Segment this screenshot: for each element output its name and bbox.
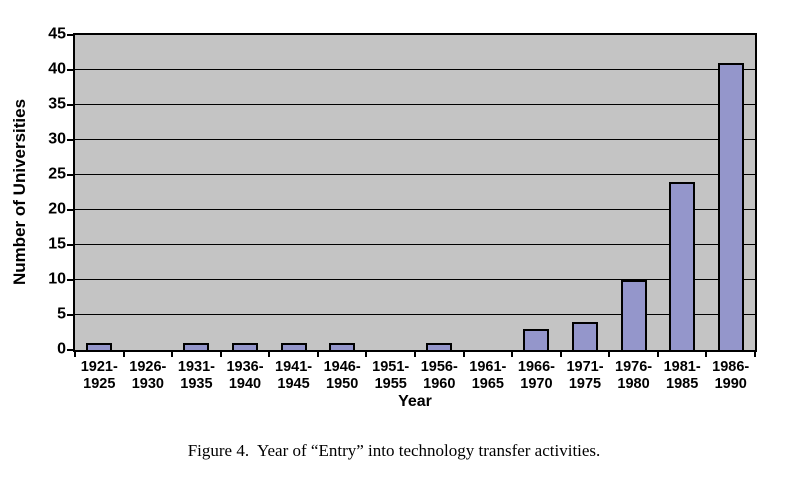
x-tick-label-1981-1985: 1981- 1985 bbox=[663, 359, 701, 392]
x-tick-label-1971-1975: 1971- 1975 bbox=[566, 359, 604, 392]
y-tick-label-40: 40 bbox=[48, 60, 66, 78]
bar-1921-1925 bbox=[86, 343, 113, 350]
gridline-25 bbox=[75, 174, 755, 175]
x-tick-label-1976-1980: 1976- 1980 bbox=[615, 359, 653, 392]
y-tick-mark bbox=[67, 209, 73, 211]
figure-caption: Figure 4. Year of “Entry” into technolog… bbox=[187, 441, 601, 460]
x-tick-label-1956-1960: 1956- 1960 bbox=[420, 359, 458, 392]
x-tick-mark bbox=[171, 352, 173, 357]
y-tick-label-30: 30 bbox=[48, 130, 66, 148]
x-tick-mark bbox=[220, 352, 222, 357]
gridline-15 bbox=[75, 244, 755, 245]
y-tick-mark bbox=[67, 174, 73, 176]
x-tick-label-1921-1925: 1921- 1925 bbox=[80, 359, 118, 392]
x-tick-mark bbox=[74, 352, 76, 357]
plot-area bbox=[73, 33, 757, 352]
bar-1966-1970 bbox=[523, 329, 550, 350]
x-tick-mark bbox=[463, 352, 465, 357]
x-tick-mark bbox=[123, 352, 125, 357]
x-tick-mark bbox=[560, 352, 562, 357]
y-tick-mark bbox=[67, 349, 73, 351]
x-tick-label-1951-1955: 1951- 1955 bbox=[372, 359, 410, 392]
x-tick-label-1986-1990: 1986- 1990 bbox=[712, 359, 750, 392]
x-tick-mark bbox=[365, 352, 367, 357]
x-tick-mark bbox=[317, 352, 319, 357]
x-tick-mark bbox=[268, 352, 270, 357]
x-axis-title: Year bbox=[398, 393, 432, 410]
x-tick-label-1946-1950: 1946- 1950 bbox=[323, 359, 361, 392]
bar-1931-1935 bbox=[183, 343, 210, 350]
y-tick-mark bbox=[67, 279, 73, 281]
y-tick-label-0: 0 bbox=[57, 340, 66, 358]
y-tick-label-35: 35 bbox=[48, 95, 66, 113]
x-tick-label-1961-1965: 1961- 1965 bbox=[469, 359, 507, 392]
bar-1956-1960 bbox=[426, 343, 453, 350]
gridline-35 bbox=[75, 104, 755, 105]
x-tick-mark bbox=[705, 352, 707, 357]
y-tick-label-10: 10 bbox=[48, 270, 66, 288]
x-tick-mark bbox=[754, 352, 756, 357]
y-tick-mark bbox=[67, 139, 73, 141]
x-tick-mark bbox=[657, 352, 659, 357]
gridline-5 bbox=[75, 314, 755, 315]
gridline-10 bbox=[75, 279, 755, 280]
y-tick-mark bbox=[67, 104, 73, 106]
y-tick-label-15: 15 bbox=[48, 235, 66, 253]
y-tick-mark bbox=[67, 69, 73, 71]
x-tick-mark bbox=[608, 352, 610, 357]
gridline-30 bbox=[75, 139, 755, 140]
x-tick-mark bbox=[414, 352, 416, 357]
bar-1946-1950 bbox=[329, 343, 356, 350]
bar-1936-1940 bbox=[232, 343, 258, 350]
y-tick-label-20: 20 bbox=[48, 200, 66, 218]
y-tick-label-45: 45 bbox=[48, 25, 66, 43]
gridline-40 bbox=[75, 69, 755, 70]
x-tick-mark bbox=[511, 352, 513, 357]
y-tick-mark bbox=[67, 314, 73, 316]
bar-1981-1985 bbox=[669, 182, 696, 350]
bar-1986-1990 bbox=[717, 63, 744, 350]
bar-1941-1945 bbox=[280, 343, 307, 350]
x-tick-label-1931-1935: 1931- 1935 bbox=[177, 359, 215, 392]
bar-1976-1980 bbox=[620, 280, 647, 350]
x-tick-label-1926-1930: 1926- 1930 bbox=[129, 359, 167, 392]
x-tick-label-1941-1945: 1941- 1945 bbox=[275, 359, 313, 392]
y-tick-label-25: 25 bbox=[48, 165, 66, 183]
x-tick-label-1936-1940: 1936- 1940 bbox=[226, 359, 264, 392]
x-tick-label-1966-1970: 1966- 1970 bbox=[517, 359, 555, 392]
bar-1971-1975 bbox=[572, 322, 598, 350]
y-tick-label-5: 5 bbox=[57, 305, 66, 323]
y-tick-mark bbox=[67, 34, 73, 36]
y-tick-mark bbox=[67, 244, 73, 246]
y-axis-title: Number of Universities bbox=[10, 98, 29, 286]
gridline-20 bbox=[75, 209, 755, 210]
